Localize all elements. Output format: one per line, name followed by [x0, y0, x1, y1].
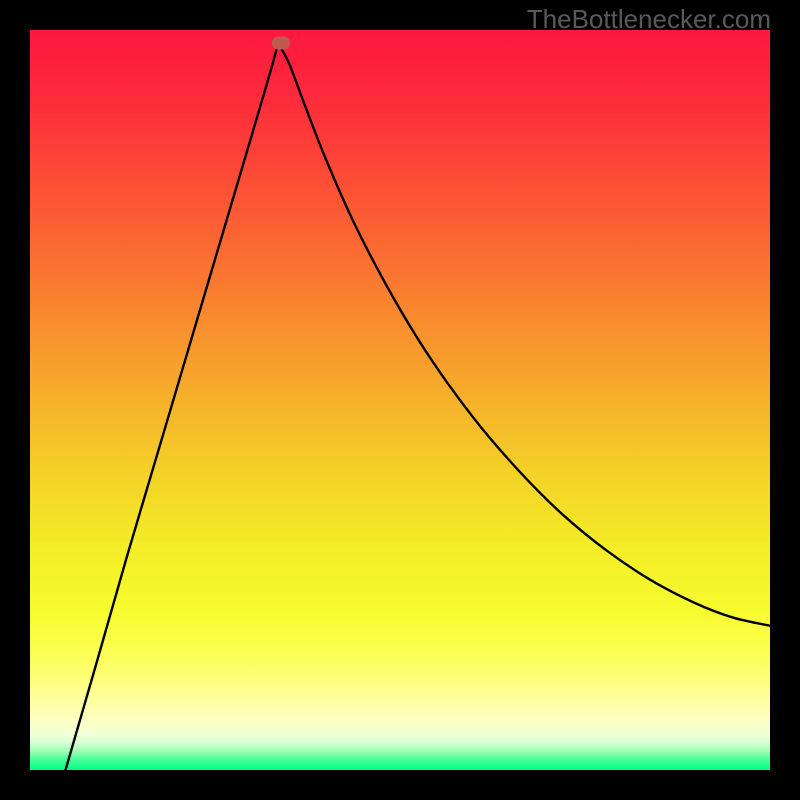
vertex-marker [272, 37, 290, 50]
watermark-text: TheBottlenecker.com [527, 4, 771, 35]
chart-frame: TheBottlenecker.com [0, 0, 800, 800]
bottleneck-curve [66, 43, 770, 770]
plot-area [30, 30, 770, 770]
curve-layer [30, 30, 770, 770]
